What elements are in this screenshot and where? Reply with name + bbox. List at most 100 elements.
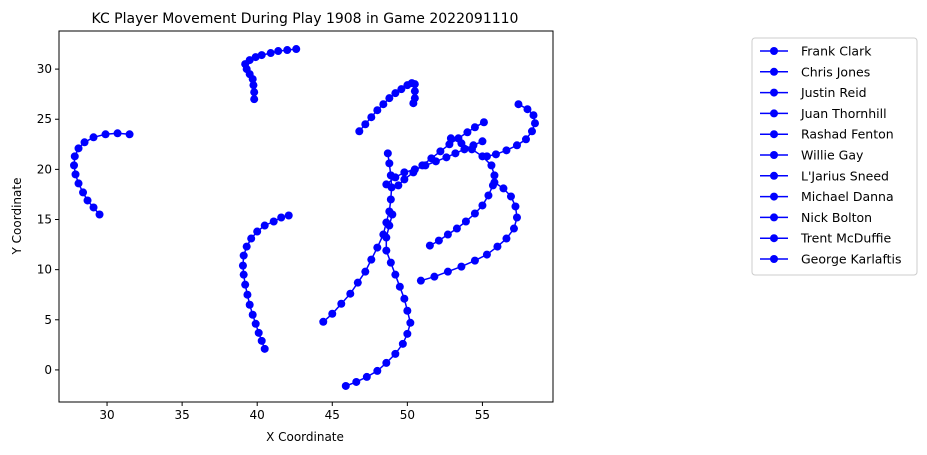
data-point <box>406 318 415 327</box>
data-point <box>400 175 409 184</box>
data-point <box>502 234 511 243</box>
data-point <box>391 89 400 98</box>
data-point <box>385 159 394 168</box>
data-point <box>452 224 461 233</box>
legend-marker <box>770 109 778 118</box>
data-point <box>361 267 370 276</box>
data-point <box>409 99 418 108</box>
data-point <box>434 236 443 245</box>
data-point <box>491 150 500 159</box>
data-point <box>416 276 425 285</box>
data-point <box>400 168 409 177</box>
data-point <box>379 100 388 109</box>
data-point <box>385 221 394 230</box>
x-axis-ticks: 30 35 40 45 50 55 <box>99 402 490 422</box>
data-point <box>248 310 257 319</box>
data-point <box>385 94 394 103</box>
y-axis-label: Y Coordinate <box>10 178 24 256</box>
legend-marker <box>770 171 778 180</box>
data-point <box>521 135 530 144</box>
data-point <box>410 80 419 89</box>
data-point <box>490 171 499 180</box>
x-axis-label: X Coordinate <box>266 430 344 444</box>
data-point <box>74 179 83 188</box>
data-point <box>427 154 436 163</box>
data-point <box>386 195 395 204</box>
data-point <box>247 234 256 243</box>
data-point <box>382 180 391 189</box>
data-point <box>283 46 292 55</box>
data-point <box>386 258 395 267</box>
legend-label: Willie Gay <box>801 148 864 163</box>
legend-frame <box>751 37 918 276</box>
data-point <box>502 146 511 155</box>
data-point <box>266 49 275 58</box>
legend-marker <box>770 234 778 243</box>
data-point <box>254 328 263 337</box>
series-l-jarius-sneed <box>394 118 488 190</box>
x-tick-label: 45 <box>325 408 340 422</box>
data-point <box>512 141 521 150</box>
data-point <box>467 145 476 154</box>
data-point <box>493 242 502 251</box>
legend-label: L'Jarius Sneed <box>801 168 889 183</box>
data-point <box>251 53 260 62</box>
legend-label: Rashad Fenton <box>801 127 894 142</box>
data-point <box>523 105 532 114</box>
series-rashad-fenton <box>355 79 419 136</box>
y-tick-label: 15 <box>37 213 52 227</box>
data-point <box>397 85 406 94</box>
data-point <box>398 339 407 348</box>
data-point <box>490 178 499 187</box>
data-point <box>373 106 382 115</box>
x-tick-label: 30 <box>99 408 114 422</box>
legend-marker <box>770 88 778 97</box>
data-point <box>238 261 247 270</box>
data-point <box>460 145 469 154</box>
data-point <box>245 300 254 309</box>
data-point <box>274 47 283 56</box>
data-point <box>367 113 376 122</box>
x-tick-label: 50 <box>400 408 415 422</box>
data-point <box>257 51 266 60</box>
data-point <box>292 45 301 54</box>
chart-title: KC Player Movement During Play 1908 in G… <box>92 11 519 27</box>
legend-marker <box>770 67 778 76</box>
legend-marker <box>770 255 778 263</box>
data-point <box>249 81 258 90</box>
data-point <box>403 306 412 315</box>
y-tick-label: 5 <box>44 313 52 327</box>
data-point <box>400 294 409 303</box>
series-layer <box>70 45 539 390</box>
data-point <box>478 201 487 210</box>
data-point <box>457 262 466 271</box>
data-point <box>470 209 479 218</box>
legend-marker <box>770 192 778 201</box>
x-tick-label: 35 <box>174 408 189 422</box>
data-point <box>382 233 391 242</box>
data-point <box>74 144 83 153</box>
data-point <box>362 372 371 381</box>
data-point <box>457 139 466 148</box>
data-point <box>388 210 397 219</box>
series-chris-jones <box>241 45 301 104</box>
data-point <box>373 366 382 375</box>
data-point <box>463 128 472 137</box>
legend-marker <box>770 213 778 222</box>
series-justin-reid <box>238 211 293 353</box>
data-point <box>125 130 134 139</box>
data-point <box>391 173 400 182</box>
data-point <box>527 127 536 136</box>
data-point <box>319 317 328 326</box>
data-point <box>530 119 539 128</box>
data-point <box>346 289 355 298</box>
data-point <box>514 100 523 109</box>
data-point <box>382 246 391 255</box>
data-point <box>284 211 293 220</box>
data-point <box>242 242 251 251</box>
data-point <box>430 272 439 281</box>
data-point <box>394 181 403 190</box>
data-point <box>89 133 98 142</box>
data-point <box>328 309 337 318</box>
